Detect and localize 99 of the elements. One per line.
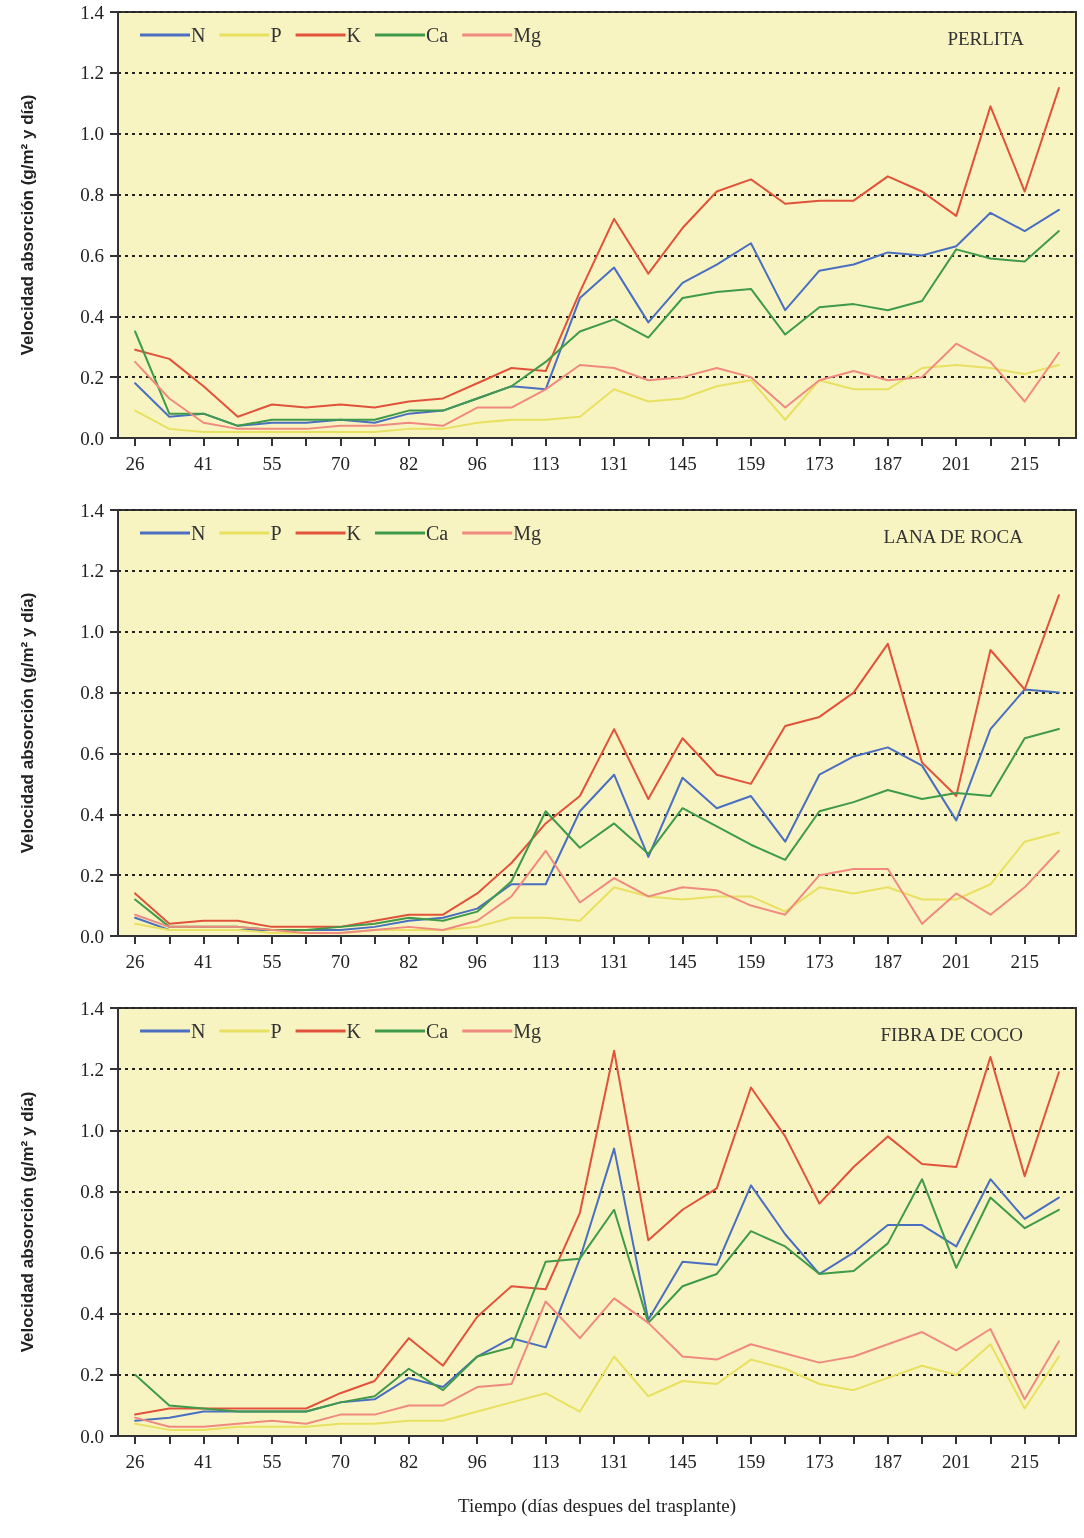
- legend-label: P: [270, 24, 282, 46]
- line-series: [134, 1297, 1060, 1428]
- x-tick-label: 131: [599, 1451, 629, 1472]
- y-tick-label: 0.8: [80, 184, 104, 206]
- legend-label: P: [270, 522, 282, 544]
- y-tick-label: 0.8: [80, 1180, 104, 1202]
- x-tick-label: 113: [531, 453, 560, 474]
- legend-label: K: [346, 24, 362, 46]
- x-tick-label: 113: [531, 1451, 560, 1472]
- legend-label: P: [270, 1020, 282, 1042]
- y-tick-label: 0.2: [80, 366, 104, 388]
- y-tick-label: 0.4: [80, 803, 105, 825]
- line-series: [134, 728, 1060, 931]
- x-tick-label: 26: [125, 1451, 145, 1472]
- legend-label: Mg: [513, 24, 542, 47]
- line-series: [134, 594, 1060, 928]
- x-tick-label: 113: [531, 951, 560, 972]
- y-tick-label: 0.6: [80, 244, 104, 266]
- line-series: [134, 849, 1060, 934]
- x-tick-label: 70: [330, 453, 350, 474]
- legend-label: N: [191, 522, 206, 544]
- y-tick-label: 0.4: [80, 305, 105, 327]
- x-tick-label: 26: [125, 951, 145, 972]
- x-tick-label: 131: [599, 453, 629, 474]
- legend-label: Ca: [426, 1020, 449, 1042]
- y-tick-label: 1.0: [80, 621, 104, 643]
- x-tick-label: 55: [262, 453, 282, 474]
- y-tick-label: 0.6: [80, 1242, 104, 1264]
- x-tick-label: 96: [467, 951, 487, 972]
- text: FIBRA DE COCO: [880, 1024, 1023, 1045]
- x-tick-label: 187: [873, 453, 903, 474]
- legend-label: N: [191, 1020, 206, 1042]
- line-series: [134, 831, 1060, 934]
- line-series: [134, 1343, 1060, 1431]
- x-tick-label: 215: [1010, 1451, 1039, 1472]
- y-tick-label: 1.4: [80, 499, 105, 521]
- y-axis-title: Velocidad absorción (g/m² y día): [18, 592, 37, 854]
- x-tick-label: 159: [736, 1451, 766, 1472]
- line-series: [134, 342, 1060, 430]
- y-tick-label: 0.2: [80, 1364, 104, 1386]
- x-tick-label: 96: [467, 453, 487, 474]
- x-tick-label: 41: [194, 453, 214, 474]
- x-tick-label: 131: [599, 951, 629, 972]
- legend-label: Mg: [513, 1020, 542, 1043]
- y-axis-title: Velocidad absorción (g/m² y día): [18, 94, 37, 356]
- line-series: [134, 87, 1060, 418]
- x-tick-label: 70: [330, 951, 350, 972]
- x-axis-title: Tiempo (días despues del trasplante): [458, 1495, 736, 1517]
- legend-label: K: [346, 522, 362, 544]
- x-tick-label: 173: [805, 453, 834, 474]
- x-tick-label: 26: [125, 453, 145, 474]
- x-tick-label: 145: [668, 453, 697, 474]
- x-tick-label: 82: [399, 453, 419, 474]
- x-tick-label: 82: [399, 951, 419, 972]
- line-series: [134, 363, 1060, 433]
- x-tick-label: 201: [942, 453, 971, 474]
- y-tick-label: 1.0: [80, 123, 104, 145]
- y-tick-label: 0.4: [80, 1303, 105, 1325]
- x-tick-label: 173: [805, 1451, 834, 1472]
- x-tick-label: 55: [262, 951, 282, 972]
- y-tick-label: 0.2: [80, 864, 104, 886]
- y-tick-label: 0.6: [80, 742, 104, 764]
- text: LANA DE ROCA: [883, 526, 1024, 547]
- y-tick-label: 0.0: [80, 1425, 104, 1447]
- x-tick-label: 96: [467, 1451, 487, 1472]
- x-tick-label: 173: [805, 951, 834, 972]
- x-tick-label: 55: [262, 1451, 282, 1472]
- x-tick-label: 201: [942, 951, 971, 972]
- y-tick-label: 0.0: [80, 427, 104, 449]
- y-axis-title: Velocidad absorción (g/m² y día): [18, 1091, 37, 1353]
- legend-label: Ca: [426, 24, 449, 46]
- x-tick-label: 82: [399, 1451, 419, 1472]
- y-tick-label: 1.2: [80, 1058, 104, 1080]
- x-tick-label: 145: [668, 1451, 697, 1472]
- legend-label: K: [346, 1020, 362, 1042]
- y-tick-label: 1.4: [80, 997, 105, 1019]
- y-tick-label: 0.0: [80, 925, 104, 947]
- y-tick-label: 1.0: [80, 1119, 104, 1141]
- legend-label: N: [191, 24, 206, 46]
- x-tick-label: 70: [330, 1451, 350, 1472]
- x-tick-label: 159: [736, 951, 766, 972]
- x-tick-label: 41: [194, 1451, 214, 1472]
- x-tick-label: 215: [1010, 453, 1039, 474]
- x-tick-label: 145: [668, 951, 697, 972]
- x-tick-label: 201: [942, 1451, 971, 1472]
- x-tick-label: 187: [873, 951, 903, 972]
- y-tick-label: 1.4: [80, 1, 105, 23]
- x-tick-label: 159: [736, 453, 766, 474]
- legend-label: Ca: [426, 522, 449, 544]
- y-tick-label: 0.8: [80, 682, 104, 704]
- x-tick-label: 41: [194, 951, 214, 972]
- y-tick-label: 1.2: [80, 62, 104, 84]
- x-tick-label: 215: [1010, 951, 1039, 972]
- legend-label: Mg: [513, 522, 542, 545]
- line-series: [134, 688, 1060, 931]
- line-series: [134, 1049, 1060, 1416]
- y-tick-label: 1.2: [80, 560, 104, 582]
- x-tick-label: 187: [873, 1451, 903, 1472]
- text: PERLITA: [947, 28, 1025, 49]
